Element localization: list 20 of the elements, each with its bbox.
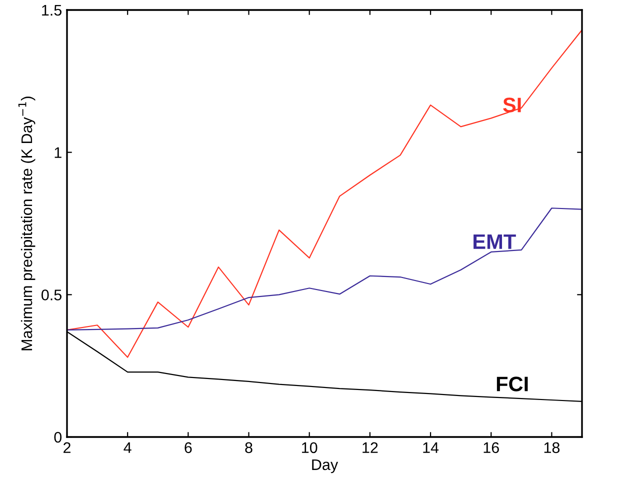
y-tick-label: 0 (54, 432, 62, 443)
x-axis-title: Day (312, 459, 338, 474)
line-series (67, 208, 582, 331)
series-label: EMT (474, 234, 516, 249)
x-tick-label: 4 (124, 442, 132, 453)
x-tick-label: 6 (184, 442, 192, 454)
x-tick-label: 14 (423, 442, 439, 453)
x-tick-label: 8 (245, 442, 252, 454)
x-tick-label: 2 (64, 442, 70, 453)
series-label: SI (503, 98, 521, 112)
y-tick-label: 1 (54, 147, 62, 158)
x-tick-label: 18 (544, 442, 560, 454)
y-tick-label: 1.5 (42, 5, 62, 16)
x-tick-label: 12 (362, 442, 378, 453)
y-tick-label: 0.5 (42, 290, 62, 300)
series-label: FCI (496, 376, 528, 392)
x-tick-label: 10 (302, 442, 318, 454)
x-tick-label: 16 (484, 442, 499, 454)
y-axis-title: Maximum precipitation rate (K Day$^{−1}$) (18, 96, 36, 350)
line-series (67, 29, 582, 358)
